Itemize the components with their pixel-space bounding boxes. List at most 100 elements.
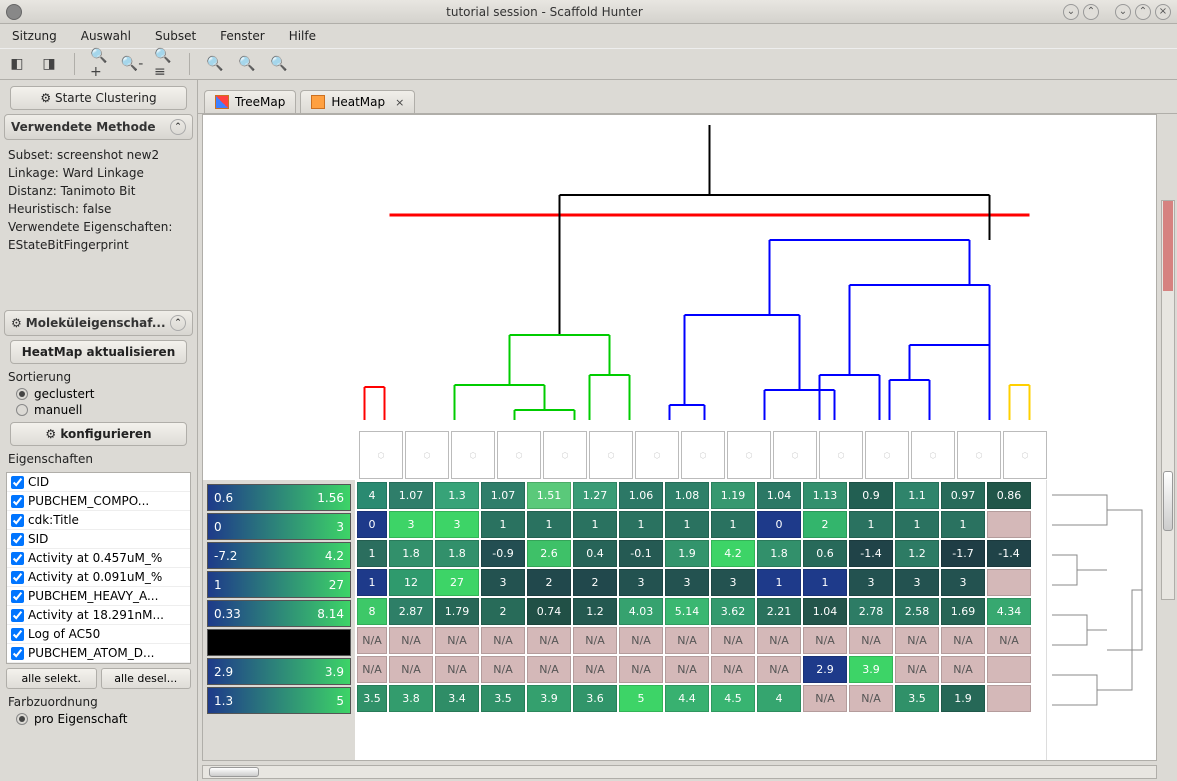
heatmap-cell[interactable]: 1	[527, 511, 571, 538]
heatmap-cell[interactable]: 3.8	[389, 685, 433, 712]
molecule-thumb[interactable]: ⬡	[911, 431, 955, 479]
heatmap-cell[interactable]: 1.04	[757, 482, 801, 509]
heatmap-cell[interactable]: N/A	[757, 656, 801, 683]
property-row[interactable]: Activity at 18.291nM...	[7, 606, 190, 625]
heatmap-cell[interactable]: 3.5	[357, 685, 387, 712]
heatmap-cell[interactable]: N/A	[849, 685, 893, 712]
heatmap-cell[interactable]: N/A	[987, 627, 1031, 654]
scrollbar-thumb[interactable]	[1163, 471, 1173, 531]
heatmap-cell[interactable]: 0.97	[941, 482, 985, 509]
heatmap-cell[interactable]: 2	[573, 569, 617, 596]
tab-heatmap[interactable]: HeatMap ×	[300, 90, 415, 113]
zoom-fit-icon[interactable]: 🔍≡	[153, 53, 175, 75]
heatmap-cell[interactable]: N/A	[941, 656, 985, 683]
heatmap-cell[interactable]: 1.07	[481, 482, 525, 509]
heatmap-cell[interactable]: 0.6	[803, 540, 847, 567]
maximize-icon[interactable]: ⌃	[1135, 4, 1151, 20]
heatmap-cell[interactable]: 3	[849, 569, 893, 596]
heatmap-cell[interactable]: N/A	[573, 656, 617, 683]
heatmap-cell[interactable]: 1	[941, 511, 985, 538]
property-row[interactable]: PUBCHEM_ATOM_D...	[7, 644, 190, 663]
configure-button[interactable]: ⚙ konfigurieren	[10, 422, 188, 446]
heatmap-cell[interactable]: N/A	[573, 627, 617, 654]
zoom-sel-in-icon[interactable]: 🔍	[204, 53, 226, 75]
property-checkbox[interactable]	[11, 476, 24, 489]
heatmap-cell[interactable]: N/A	[895, 627, 939, 654]
heatmap-cell[interactable]: 1.3	[435, 482, 479, 509]
heatmap-cell[interactable]: N/A	[711, 656, 755, 683]
heatmap-cell[interactable]: 1	[573, 511, 617, 538]
heatmap-cell[interactable]: 2	[803, 511, 847, 538]
heatmap-cell[interactable]: 3	[895, 569, 939, 596]
molecule-thumb[interactable]: ⬡	[635, 431, 679, 479]
property-checkbox[interactable]	[11, 571, 24, 584]
heatmap-cell[interactable]: 3	[711, 569, 755, 596]
zoom-in-icon[interactable]: 🔍+	[89, 53, 111, 75]
heatmap-cell[interactable]: 1.8	[389, 540, 433, 567]
property-checkbox[interactable]	[11, 495, 24, 508]
heatmap-cell[interactable]: 3.6	[573, 685, 617, 712]
heatmap-cell[interactable]: 1.2	[573, 598, 617, 625]
heatmap-cell[interactable]: 1.8	[435, 540, 479, 567]
heatmap-cell[interactable]: 3	[481, 569, 525, 596]
heatmap-cell[interactable]: 1.9	[941, 685, 985, 712]
heatmap-cell[interactable]: 1	[757, 569, 801, 596]
property-row[interactable]: SID	[7, 530, 190, 549]
heatmap-cell[interactable]: 4	[757, 685, 801, 712]
mol-props-panel-header[interactable]: ⚙ Moleküleigenschaf... ⌃	[4, 310, 193, 336]
heatmap-cell[interactable]: N/A	[849, 627, 893, 654]
heatmap-cell[interactable]: 2	[527, 569, 571, 596]
molecule-thumb[interactable]: ⬡	[681, 431, 725, 479]
heatmap-cell[interactable]: N/A	[389, 627, 433, 654]
property-row[interactable]: PUBCHEM_COMPO...	[7, 492, 190, 511]
heatmap-cell[interactable]: 3.9	[527, 685, 571, 712]
heatmap-cell[interactable]: 0	[757, 511, 801, 538]
heatmap-cell[interactable]: 3	[435, 511, 479, 538]
heatmap-cell[interactable]: 4.2	[711, 540, 755, 567]
heatmap-cell[interactable]: 1.1	[895, 482, 939, 509]
heatmap-cell[interactable]: N/A	[665, 627, 709, 654]
menu-subset[interactable]: Subset	[151, 27, 200, 45]
heatmap-cell[interactable]: N/A	[435, 627, 479, 654]
heatmap-cell[interactable]: 1	[803, 569, 847, 596]
heatmap-cell[interactable]: N/A	[619, 627, 663, 654]
menu-sitzung[interactable]: Sitzung	[8, 27, 61, 45]
heatmap-cell[interactable]: N/A	[941, 627, 985, 654]
heatmap-cell[interactable]: 3.5	[481, 685, 525, 712]
molecule-thumb[interactable]: ⬡	[543, 431, 587, 479]
property-checkbox[interactable]	[11, 533, 24, 546]
molecule-thumb[interactable]: ⬡	[359, 431, 403, 479]
heatmap-cell[interactable]: 1.79	[435, 598, 479, 625]
heatmap-cell[interactable]: 1.08	[665, 482, 709, 509]
zoom-out-icon[interactable]: 🔍-	[121, 53, 143, 75]
property-checkbox[interactable]	[11, 609, 24, 622]
panel-right-icon[interactable]: ◨	[38, 53, 60, 75]
heatmap-cell[interactable]: 3.9	[849, 656, 893, 683]
menu-fenster[interactable]: Fenster	[216, 27, 269, 45]
rolldown-icon[interactable]: ⌄	[1063, 4, 1079, 20]
minimize-icon[interactable]: ⌄	[1115, 4, 1131, 20]
vertical-scrollbar[interactable]	[1161, 200, 1175, 600]
heatmap-cell[interactable]: N/A	[357, 656, 387, 683]
property-checkbox[interactable]	[11, 590, 24, 603]
property-row[interactable]: CID	[7, 473, 190, 492]
heatmap-cell[interactable]: 12	[389, 569, 433, 596]
heatmap-cell[interactable]: 2.78	[849, 598, 893, 625]
heatmap-cell[interactable]: 1	[895, 511, 939, 538]
panel-left-icon[interactable]: ◧	[6, 53, 28, 75]
heatmap-cell[interactable]: 2.58	[895, 598, 939, 625]
heatmap-cell[interactable]: N/A	[527, 656, 571, 683]
tab-treemap[interactable]: TreeMap	[204, 90, 296, 113]
heatmap-cell[interactable]: 3	[941, 569, 985, 596]
heatmap-cell[interactable]: 0.86	[987, 482, 1031, 509]
heatmap-cell[interactable]: 1.51	[527, 482, 571, 509]
heatmap-cell[interactable]: 0	[357, 511, 387, 538]
heatmap-cell[interactable]: 1	[711, 511, 755, 538]
tab-close-icon[interactable]: ×	[395, 96, 404, 109]
property-checkbox[interactable]	[11, 514, 24, 527]
heatmap-cell[interactable]: N/A	[357, 627, 387, 654]
heatmap-cell[interactable]: 4.5	[711, 685, 755, 712]
select-all-button[interactable]: alle selekt.	[6, 668, 97, 689]
rollup-icon[interactable]: ⌃	[1083, 4, 1099, 20]
heatmap-cell[interactable]: 3	[389, 511, 433, 538]
